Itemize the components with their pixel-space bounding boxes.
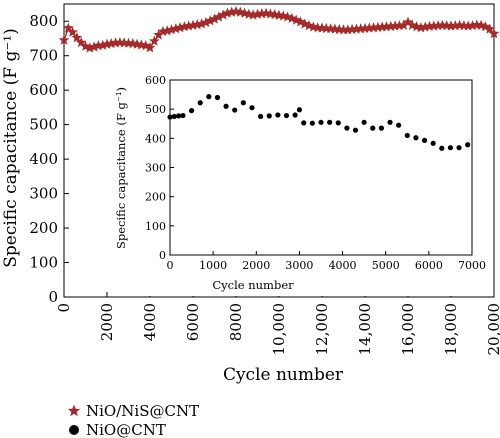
data-point-circle — [214, 94, 221, 101]
data-point-star — [484, 23, 496, 34]
data-point-circle — [232, 107, 238, 113]
main-y-tick-label: 0 — [48, 288, 58, 306]
main-x-tick-label: 6000 — [184, 303, 202, 341]
data-point-star — [488, 27, 500, 39]
data-point-circle — [176, 113, 182, 119]
data-point-circle — [378, 125, 384, 131]
main-x-tick-label: 16,000 — [399, 303, 417, 356]
inset-x-tick-label: 4000 — [329, 259, 357, 272]
data-point-circle — [197, 100, 203, 106]
data-point-star — [67, 26, 79, 37]
data-point-circle — [421, 137, 428, 143]
data-point-circle — [439, 145, 445, 151]
data-point-star — [58, 34, 70, 45]
inset-x-tick-label: 2000 — [242, 259, 270, 272]
data-point-circle — [258, 113, 264, 120]
main-x-tick-label: 2000 — [98, 303, 116, 341]
inset-x-axis-title: Cycle number — [212, 278, 294, 292]
data-point-circle — [344, 125, 350, 131]
legend-star-marker-icon — [67, 404, 81, 417]
data-point-circle — [167, 114, 173, 120]
main-y-tick-label: 100 — [29, 254, 58, 272]
data-point-circle — [413, 135, 419, 141]
data-point-circle — [456, 145, 462, 151]
data-point-circle — [447, 145, 454, 151]
data-point-star — [71, 32, 83, 43]
inset-x-tick-label: 0 — [167, 259, 174, 272]
data-point-circle — [309, 120, 315, 126]
inset-y-tick-label: 100 — [145, 220, 166, 233]
data-point-circle — [206, 94, 212, 100]
data-point-circle — [430, 140, 436, 146]
data-point-circle — [361, 119, 367, 125]
data-point-circle — [396, 122, 402, 128]
data-point-circle — [404, 132, 410, 139]
main-y-tick-label: 600 — [29, 81, 58, 99]
main-x-axis-title: Cycle number — [223, 365, 344, 385]
inset-x-tick-label: 3000 — [285, 259, 313, 272]
data-point-circle — [465, 142, 471, 148]
data-point-circle — [370, 125, 376, 131]
inset-plot-series — [167, 94, 471, 151]
main-plot-axes: 0 2000 4000 6000 8000 10,000 12,000 14,000 16,00… — [29, 3, 500, 356]
main-x-tick-label: 12,000 — [313, 303, 331, 356]
inset-y-tick-label: 0 — [159, 249, 166, 262]
inset-x-tick-label: 7000 — [458, 259, 486, 272]
data-point-circle — [387, 119, 393, 125]
data-point-circle — [296, 107, 303, 113]
inset-y-axis-title: Specific capacitance (F g⁻¹) — [114, 87, 128, 249]
legend: NiO/NiS@CNT NiO@CNT — [67, 402, 199, 438]
main-y-tick-label: 200 — [29, 219, 58, 237]
main-y-tick-label: 700 — [29, 47, 58, 65]
data-point-circle — [188, 108, 195, 114]
legend-circle-marker-icon — [69, 425, 79, 435]
data-point-star — [148, 35, 160, 46]
data-point-circle — [223, 103, 229, 109]
main-y-axis-title: Specific capacitance (F g⁻¹) — [1, 28, 21, 267]
data-point-circle — [240, 100, 246, 106]
inset-x-tick-label: 6000 — [415, 259, 443, 272]
data-point-circle — [301, 120, 307, 126]
inset-y-tick-label: 200 — [145, 191, 166, 204]
data-point-circle — [275, 112, 281, 118]
data-point-star — [144, 42, 156, 53]
main-x-tick-label: 18,000 — [442, 303, 460, 356]
legend-label-nio-nis-cnt: NiO/NiS@CNT — [86, 402, 199, 420]
main-x-tick-label: 10,000 — [270, 303, 288, 356]
data-point-circle — [352, 127, 359, 133]
data-point-circle — [292, 112, 298, 118]
data-point-circle — [180, 112, 186, 119]
main-plot-series — [58, 5, 500, 53]
data-point-circle — [283, 112, 290, 119]
main-x-tick-label: 4000 — [141, 303, 159, 341]
data-point-circle — [318, 119, 324, 125]
main-y-tick-label: 500 — [29, 116, 58, 134]
inset-y-tick-label: 300 — [145, 162, 166, 175]
inset-plot-axes: 0 1000 2000 3000 4000 5000 6000 7000 0 100 200 300 4… — [145, 74, 486, 272]
inset-x-tick-label: 1000 — [199, 259, 227, 272]
data-point-circle — [249, 105, 255, 111]
data-point-circle — [266, 113, 272, 119]
main-y-tick-label: 400 — [29, 150, 58, 168]
main-x-tick-label: 14,000 — [356, 303, 374, 356]
main-x-tick-label: 20,000 — [485, 303, 500, 356]
main-y-tick-label: 300 — [29, 185, 58, 203]
legend-label-nio-cnt: NiO@CNT — [86, 421, 166, 438]
inset-y-tick-label: 500 — [145, 103, 166, 116]
data-point-circle — [327, 119, 333, 125]
data-point-circle — [335, 120, 341, 126]
inset-x-tick-label: 5000 — [372, 259, 400, 272]
main-y-tick-label: 800 — [29, 12, 58, 30]
inset-y-tick-label: 600 — [145, 74, 166, 87]
inset-y-tick-label: 400 — [145, 132, 166, 145]
main-x-tick-label: 0 — [55, 303, 73, 313]
data-point-circle — [171, 113, 177, 120]
main-x-tick-label: 8000 — [227, 303, 245, 341]
data-point-star — [62, 22, 74, 33]
